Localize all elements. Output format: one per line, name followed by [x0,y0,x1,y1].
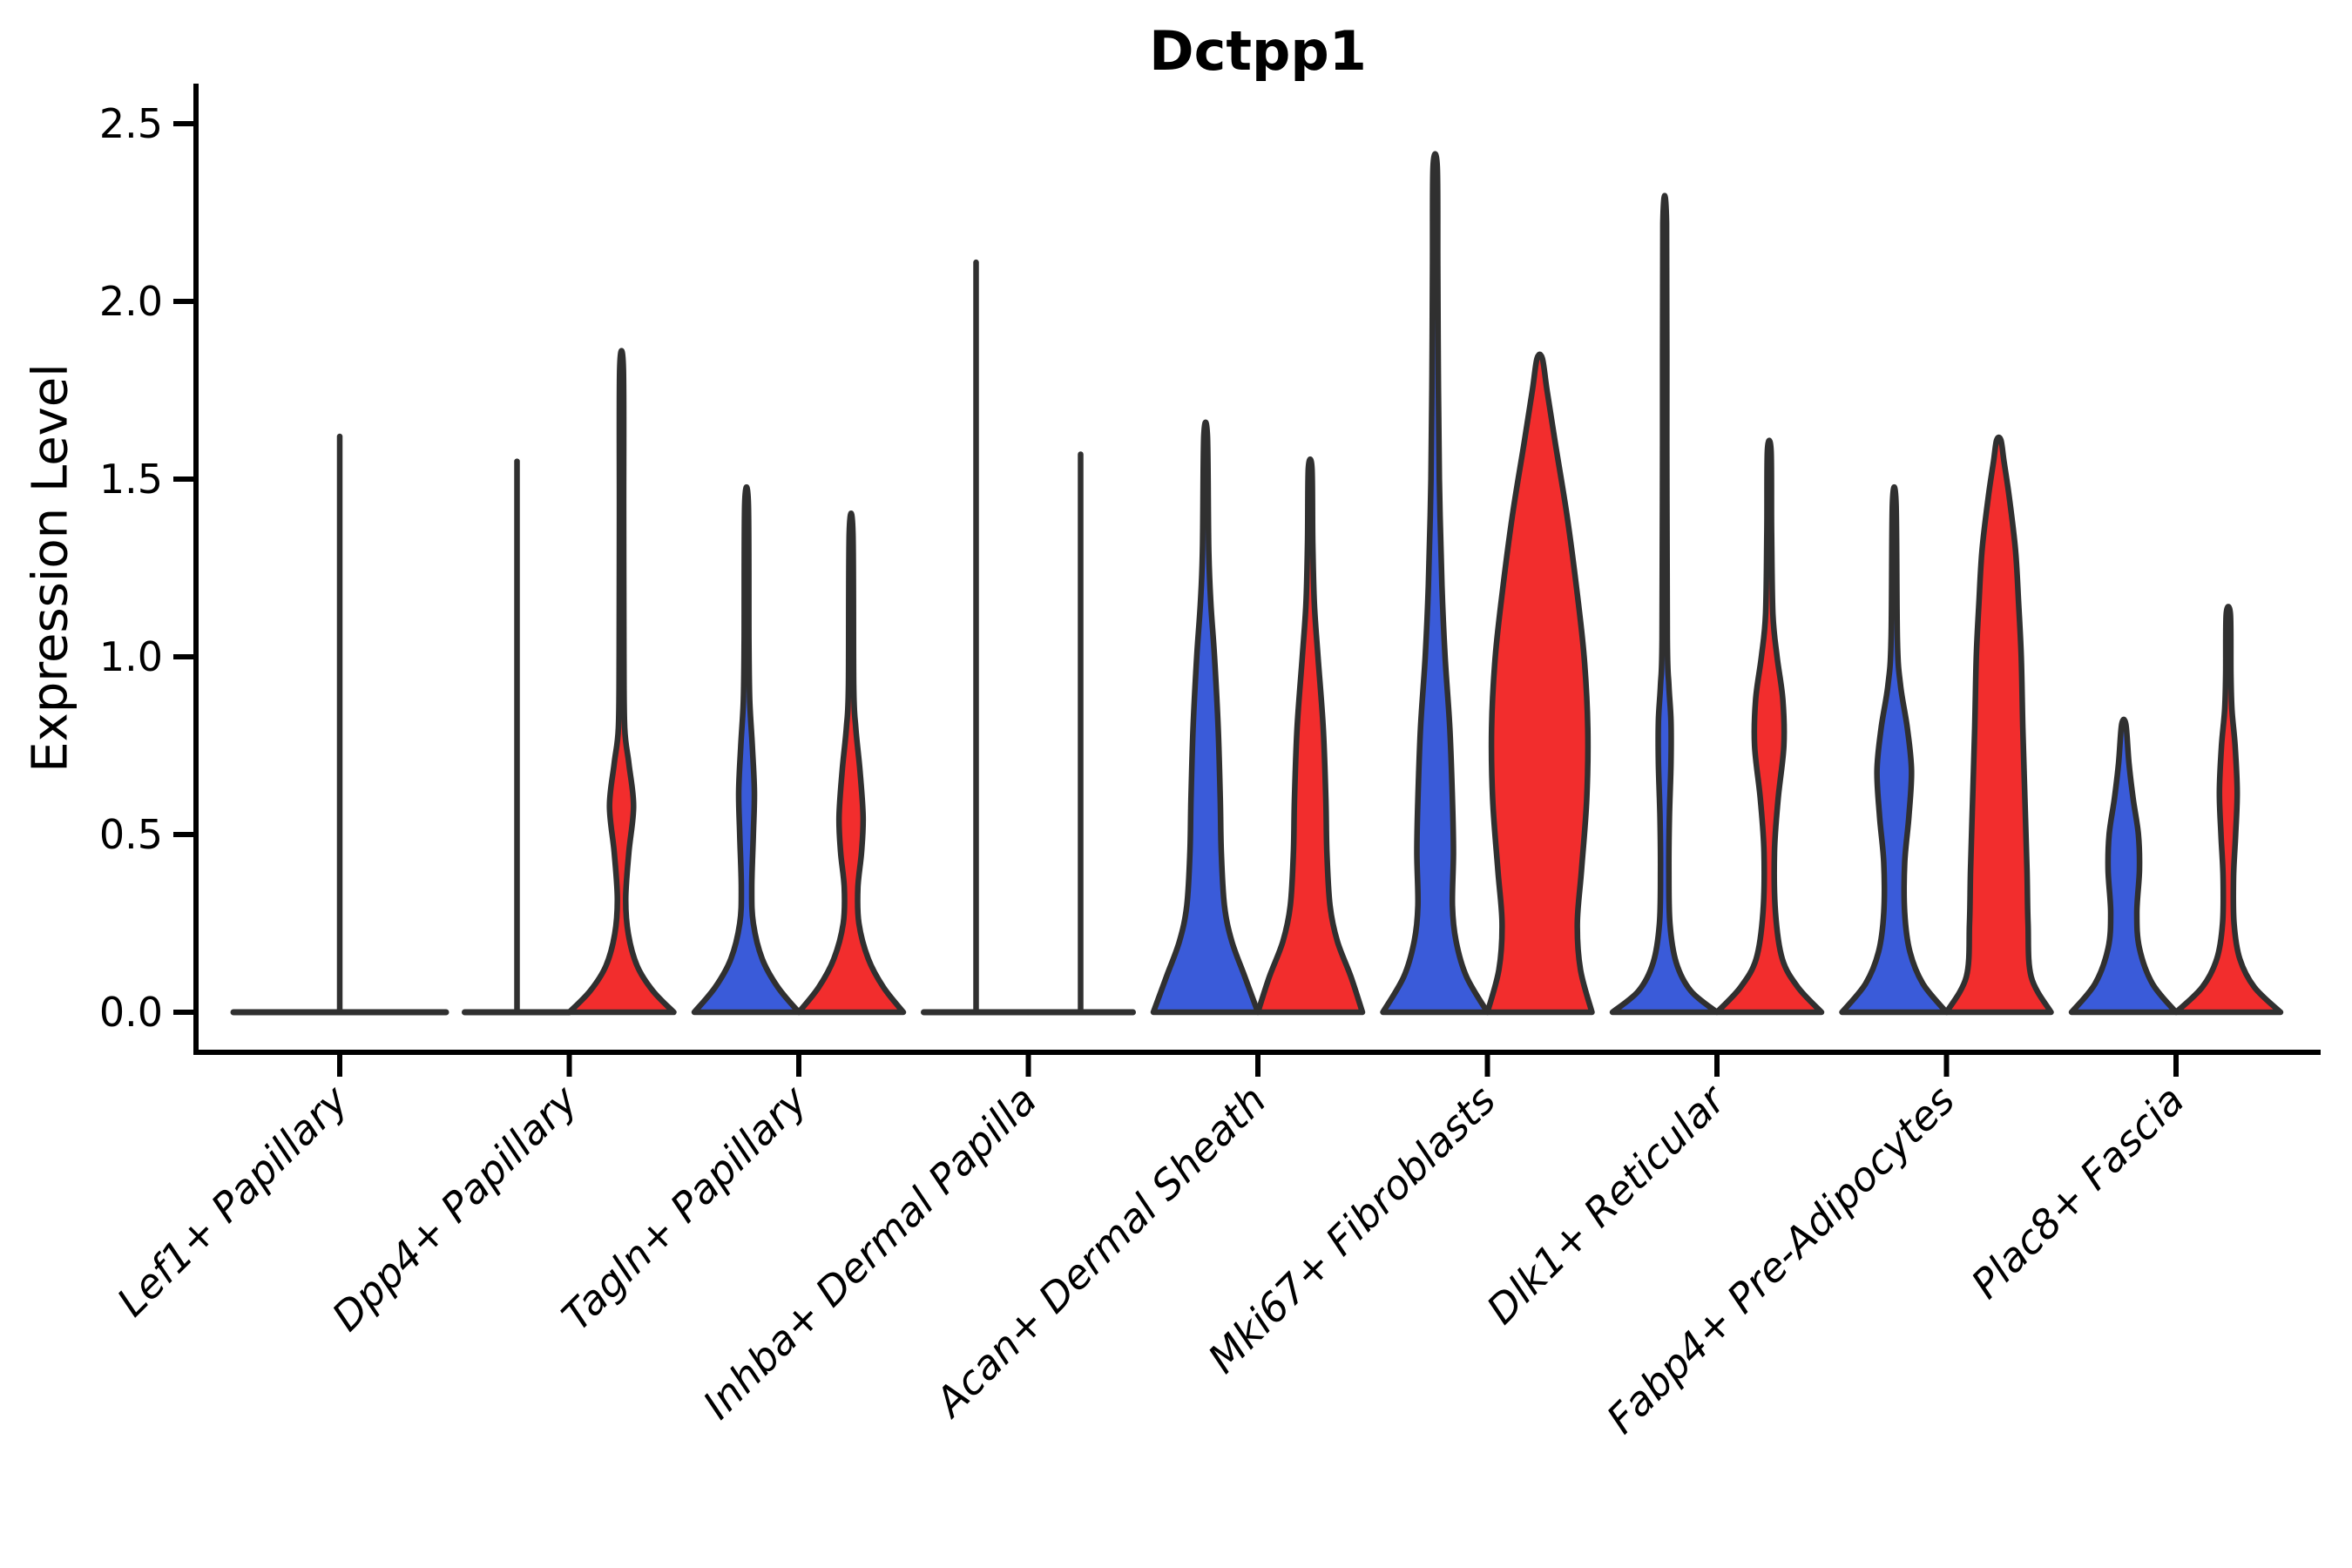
violin-red-split-plac8-fascia [2173,604,2284,1016]
y-tick-label: 0.5 [99,811,163,858]
y-tick-label: 0.0 [99,989,163,1036]
violin-red-split-acan-dermal-sheath [1254,456,1366,1016]
violin-blue-split-mki67-fibroblasts [1380,151,1490,1016]
y-tick-label: 2.0 [99,278,163,325]
x-tick-label-8: Plac8+ Fascia [1962,1077,2193,1308]
x-tick-label-2: Tagln+ Papillary [552,1076,816,1340]
x-tick-label-1: Dpp4+ Papillary [323,1076,587,1340]
x-tick-label-6: Dlk1+ Reticular [1477,1074,1736,1333]
violin-red-split-dlk1-reticular [1713,437,1825,1016]
y-tick-label: 2.5 [99,100,163,147]
y-tick-label: 1.0 [99,633,163,680]
plot-title: Dctpp1 [1149,19,1367,83]
violin-blue-split-fabp4-pre-adipocytes [1839,483,1950,1016]
violin-blue-split-tagln-papillary [691,483,802,1016]
violin-red-split-mki67-fibroblasts [1484,351,1595,1016]
violin-blue-split-acan-dermal-sheath [1150,419,1261,1016]
violin-red-split-fabp4-pre-adipocytes [1943,434,2054,1016]
violin-blue-split-plac8-fascia [2068,716,2180,1016]
violin-red-split-tagln-papillary [795,510,907,1016]
x-tick-label-0: Lef1+ Papillary [108,1076,357,1325]
y-tick-label: 1.5 [99,456,163,503]
violin-blue-split-dlk1-reticular [1609,193,1720,1016]
violin-red-split-dpp4-papillary [566,348,677,1016]
